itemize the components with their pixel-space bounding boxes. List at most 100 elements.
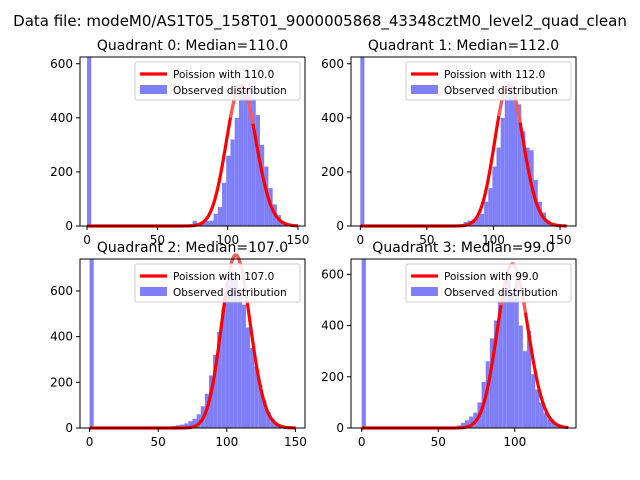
- histogram-bar: [504, 96, 509, 226]
- histogram-bar: [360, 57, 365, 226]
- y-tick-label: 0: [65, 421, 73, 435]
- legend-box: [405, 61, 572, 101]
- legend-box: [405, 263, 572, 303]
- y-tick-label: 200: [321, 370, 344, 384]
- histogram-bar: [262, 400, 267, 428]
- histogram-bar: [243, 90, 248, 226]
- histogram-bar: [488, 188, 493, 226]
- histogram-bar: [465, 420, 470, 428]
- histogram-bar: [200, 222, 206, 226]
- y-tick-label: 600: [321, 267, 344, 281]
- y-tick-label: 200: [50, 375, 73, 389]
- histogram-bar: [184, 423, 189, 428]
- histogram-bar: [196, 414, 201, 428]
- histogram-bar: [489, 338, 494, 428]
- histogram-bar: [205, 221, 210, 226]
- histogram-bar: [192, 221, 197, 226]
- axes-frame: [350, 258, 577, 429]
- histogram-bar: [539, 402, 544, 428]
- axes-frame: [79, 258, 306, 429]
- histogram-bar: [87, 57, 92, 226]
- x-tick-label: 0: [358, 435, 366, 449]
- histogram-bar: [484, 201, 489, 226]
- histogram-bar: [535, 389, 540, 428]
- legend-box: [134, 263, 301, 303]
- histogram-bar: [502, 289, 507, 428]
- legend-entry-poisson: Poission with 110.0: [173, 69, 274, 81]
- x-tick-label: 0: [86, 435, 94, 449]
- y-tick-label: 600: [321, 57, 344, 71]
- legend-entry-observed: Observed distribution: [173, 85, 287, 97]
- legend: Poission with 112.0 Observed distribution: [405, 61, 572, 101]
- histogram-bar: [485, 361, 490, 428]
- histogram-bar: [237, 290, 242, 428]
- y-tick-label: 400: [50, 111, 73, 125]
- legend: Poission with 107.0 Observed distribution: [134, 263, 301, 303]
- histogram-bars: [360, 57, 567, 226]
- histogram-bar: [514, 274, 519, 428]
- legend-patch-swatch: [411, 287, 438, 296]
- legend: Poission with 110.0 Observed distribution: [134, 61, 301, 101]
- histogram-bar: [460, 422, 466, 428]
- histogram-bar: [89, 259, 94, 428]
- legend-entry-poisson: Poission with 107.0: [173, 271, 274, 283]
- histogram-bar: [492, 166, 497, 226]
- histogram-bar: [258, 384, 263, 428]
- histogram-bar: [527, 330, 532, 428]
- x-tick-label: 100: [215, 435, 238, 449]
- legend-entry-observed: Observed distribution: [444, 287, 558, 299]
- x-tick-label: 50: [150, 233, 165, 247]
- histogram-bar: [192, 418, 197, 428]
- histogram-bar: [518, 325, 523, 428]
- histogram-bar: [213, 354, 218, 428]
- histogram-bar: [469, 416, 474, 428]
- histogram-bar: [230, 139, 235, 226]
- x-tick-label: 150: [284, 435, 307, 449]
- x-tick-label: 50: [151, 435, 166, 449]
- histogram-bar: [475, 216, 481, 226]
- histogram-bar: [238, 85, 244, 226]
- histogram-bar: [525, 147, 530, 226]
- y-tick-label: 0: [336, 219, 344, 233]
- histogram-bar: [506, 274, 511, 428]
- histogram-bar: [496, 147, 501, 226]
- legend-entry-observed: Observed distribution: [444, 85, 558, 97]
- y-tick-label: 200: [50, 165, 73, 179]
- histogram-bar: [531, 374, 536, 428]
- histogram-bar: [493, 320, 499, 428]
- histogram-bar: [188, 421, 193, 428]
- axes-container: 0 50 100 150 0 200 400 600 Quadrant 0: Median=11…: [50, 38, 577, 449]
- legend-box: [134, 61, 301, 101]
- histogram-bar: [208, 375, 214, 428]
- histogram-bar: [233, 277, 238, 428]
- x-tick-label: 100: [216, 233, 239, 247]
- histogram-bar: [217, 207, 223, 226]
- axes-panel-1: 0 50 100 150 0 200 400 600 Quadrant 1: Median=11…: [321, 38, 577, 247]
- histogram-bar: [226, 155, 231, 226]
- histogram-bar: [361, 259, 366, 428]
- histogram-bar: [500, 117, 505, 226]
- histogram-bar: [209, 220, 214, 226]
- histogram-bars: [361, 259, 569, 428]
- histogram-bar: [508, 85, 514, 226]
- histogram-bar: [225, 286, 230, 428]
- axes-panel-0: 0 50 100 150 0 200 400 600 Quadrant 0: Median=11…: [50, 38, 309, 247]
- legend: Poission with 99.0 Observed distribution: [405, 263, 572, 303]
- histogram-bar: [255, 115, 260, 226]
- histogram-bar: [266, 412, 271, 428]
- axes-title: Quadrant 0: Median=110.0: [97, 38, 288, 54]
- axes-frame: [350, 56, 577, 227]
- histogram-bar: [480, 213, 485, 226]
- x-tick-label: 0: [83, 233, 91, 247]
- y-tick-label: 400: [321, 111, 344, 125]
- y-tick-label: 400: [50, 330, 73, 344]
- histogram-bar: [251, 98, 256, 226]
- histogram-bar: [260, 144, 265, 226]
- legend-entry-poisson: Poission with 99.0: [444, 271, 539, 283]
- y-tick-label: 400: [321, 319, 344, 333]
- y-tick-label: 600: [50, 284, 73, 298]
- figure-suptitle: Data file: modeM0/AS1T05_158T01_90000058…: [13, 12, 627, 31]
- x-tick-label: 50: [419, 233, 434, 247]
- histogram-bar: [551, 422, 556, 428]
